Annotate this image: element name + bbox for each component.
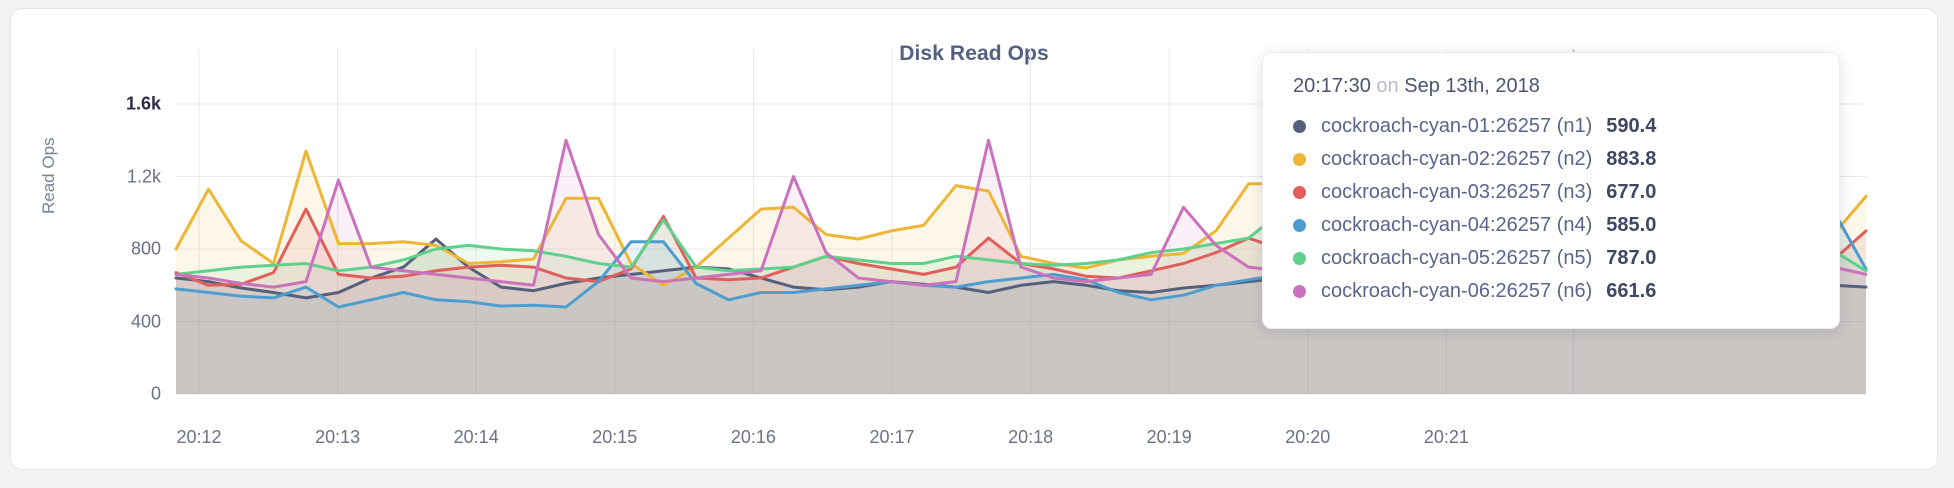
tooltip-row: cockroach-cyan-02:26257 (n2) 883.8 <box>1293 143 1813 176</box>
tooltip-row: cockroach-cyan-01:26257 (n1) 590.4 <box>1293 110 1813 143</box>
tooltip-series-list: cockroach-cyan-01:26257 (n1) 590.4 cockroa… <box>1293 110 1813 308</box>
tooltip-series-label: cockroach-cyan-05:26257 (n5) <box>1321 247 1593 269</box>
tooltip-series-label: cockroach-cyan-01:26257 (n1) <box>1321 115 1593 137</box>
series-area <box>176 239 1866 394</box>
series-color-dot-icon <box>1293 120 1306 133</box>
hover-tooltip: 20:17:30 on Sep 13th, 2018 cockroach-cya… <box>1262 52 1840 329</box>
tooltip-row: cockroach-cyan-04:26257 (n4) 585.0 <box>1293 209 1813 242</box>
x-tick-label: 20:19 <box>1146 427 1192 447</box>
series-color-dot-icon <box>1293 219 1306 232</box>
tooltip-row: cockroach-cyan-03:26257 (n3) 677.0 <box>1293 176 1813 209</box>
series-color-dot-icon <box>1293 186 1306 199</box>
series-area <box>176 210 1866 394</box>
series-area <box>176 151 1866 394</box>
tooltip-series-value: 883.8 <box>1606 148 1657 170</box>
tooltip-series-label: cockroach-cyan-02:26257 (n2) <box>1321 148 1593 170</box>
tooltip-series-value: 787.0 <box>1606 247 1657 269</box>
y-tick-label: 1.2k <box>126 166 161 186</box>
tooltip-series-value: 585.0 <box>1606 214 1657 236</box>
x-tick-label: 20:12 <box>176 427 222 447</box>
tooltip-series-label: cockroach-cyan-03:26257 (n3) <box>1321 181 1593 203</box>
tooltip-series-value: 677.0 <box>1606 181 1657 203</box>
x-tick-label: 20:17 <box>869 427 915 447</box>
tooltip-date: Sep 13th, 2018 <box>1404 75 1540 97</box>
y-axis-ticks: 1.6k 1.2k 800 400 0 <box>69 9 161 488</box>
tooltip-time: 20:17:30 <box>1293 75 1371 97</box>
series-color-dot-icon <box>1293 153 1306 166</box>
y-tick-label: 1.6k <box>125 93 161 114</box>
tooltip-series-label: cockroach-cyan-06:26257 (n6) <box>1321 280 1593 302</box>
x-tick-label: 20:16 <box>730 427 776 447</box>
chart-plot-area <box>11 9 1937 469</box>
x-tick-label: 20:13 <box>315 427 361 447</box>
chart-svg[interactable] <box>11 9 1939 471</box>
y-axis-title: Read Ops <box>39 137 58 214</box>
tooltip-on-word: on <box>1376 75 1399 97</box>
page-title: Disk Read Ops <box>899 42 1049 65</box>
x-tick-label: 20:18 <box>1008 427 1054 447</box>
x-tick-label: 20:21 <box>1423 427 1469 447</box>
tooltip-timestamp: 20:17:30 on Sep 13th, 2018 <box>1293 75 1813 98</box>
tooltip-row: cockroach-cyan-06:26257 (n6) 661.6 <box>1293 275 1813 308</box>
tooltip-series-value: 590.4 <box>1606 115 1657 137</box>
series-area <box>176 212 1866 394</box>
y-tick-label: 800 <box>130 238 161 259</box>
y-tick-label: 0 <box>150 383 161 404</box>
series-color-dot-icon <box>1293 252 1306 265</box>
x-tick-label: 20:15 <box>592 427 638 447</box>
x-tick-label: 20:20 <box>1285 427 1331 447</box>
series-area <box>176 209 1866 394</box>
tooltip-series-value: 661.6 <box>1606 280 1657 302</box>
y-tick-label: 400 <box>130 311 161 331</box>
x-tick-label: 20:14 <box>453 427 499 447</box>
tooltip-series-label: cockroach-cyan-04:26257 (n4) <box>1321 214 1593 236</box>
tooltip-row: cockroach-cyan-05:26257 (n5) 787.0 <box>1293 242 1813 275</box>
series-color-dot-icon <box>1293 285 1306 298</box>
